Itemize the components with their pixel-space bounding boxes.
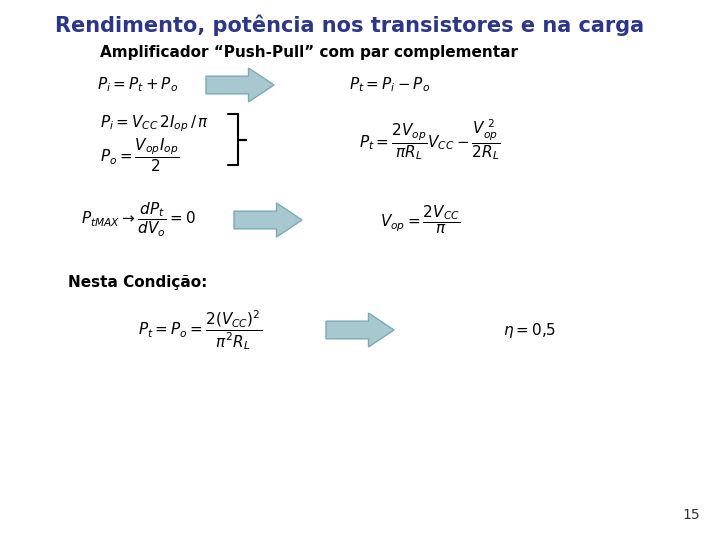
Text: $P_i = P_t + P_o$: $P_i = P_t + P_o$ bbox=[97, 76, 179, 94]
Text: $P_t = \dfrac{2V_{op}}{\pi R_L}V_{CC} - \dfrac{V_{op}^{\;2}}{2R_L}$: $P_t = \dfrac{2V_{op}}{\pi R_L}V_{CC} - … bbox=[359, 117, 501, 162]
Text: $P_t = P_o = \dfrac{2(V_{CC})^2}{\pi^2 R_L}$: $P_t = P_o = \dfrac{2(V_{CC})^2}{\pi^2 R… bbox=[138, 308, 262, 352]
Text: $P_t = P_i - P_o$: $P_t = P_i - P_o$ bbox=[349, 76, 431, 94]
Text: $P_{tMAX} \rightarrow \dfrac{dP_t}{dV_o} = 0$: $P_{tMAX} \rightarrow \dfrac{dP_t}{dV_o}… bbox=[81, 201, 195, 239]
Text: $P_i = V_{CC}\,2I_{op}\,/\,\pi$: $P_i = V_{CC}\,2I_{op}\,/\,\pi$ bbox=[100, 114, 209, 134]
Text: $P_o = \dfrac{V_{op}I_{op}}{2}$: $P_o = \dfrac{V_{op}I_{op}}{2}$ bbox=[100, 136, 179, 174]
Text: Amplificador “Push-Pull” com par complementar: Amplificador “Push-Pull” com par complem… bbox=[100, 45, 518, 60]
Text: 15: 15 bbox=[683, 508, 700, 522]
Text: $\eta = 0{,}5$: $\eta = 0{,}5$ bbox=[503, 321, 557, 340]
Polygon shape bbox=[326, 313, 394, 347]
Polygon shape bbox=[234, 203, 302, 237]
Text: Nesta Condição:: Nesta Condição: bbox=[68, 274, 207, 289]
Text: $V_{op} = \dfrac{2V_{CC}}{\pi}$: $V_{op} = \dfrac{2V_{CC}}{\pi}$ bbox=[379, 204, 460, 236]
Text: Rendimento, potência nos transistores e na carga: Rendimento, potência nos transistores e … bbox=[55, 14, 644, 36]
Polygon shape bbox=[206, 68, 274, 102]
